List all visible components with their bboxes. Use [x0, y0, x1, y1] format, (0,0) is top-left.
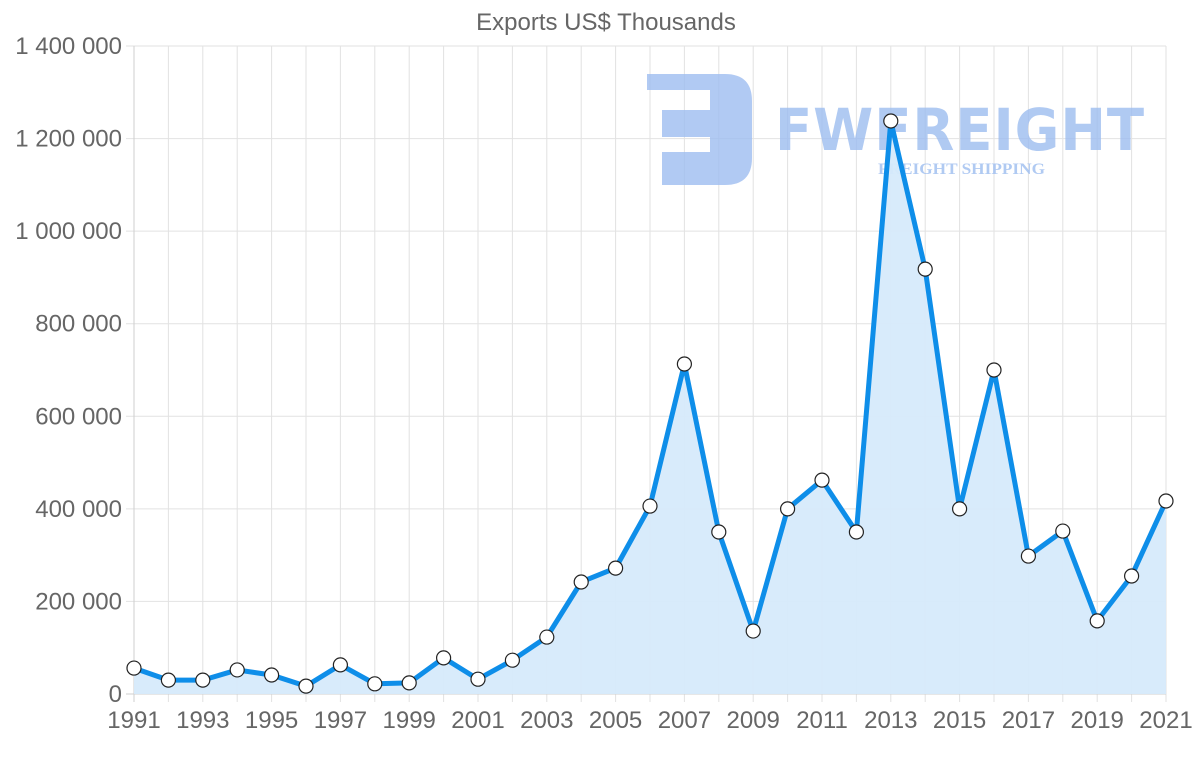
series-area-fill	[134, 120, 1166, 695]
watermark-tagline: FREIGHT SHIPPING	[878, 161, 1046, 178]
y-tick-label: 1 200 000	[15, 126, 122, 153]
data-point-1996[interactable]	[298, 678, 314, 694]
data-point-2009[interactable]	[745, 623, 761, 639]
x-tick-label: 2007	[658, 707, 711, 734]
data-point-2008[interactable]	[711, 524, 727, 540]
y-tick-label: 0	[109, 681, 122, 708]
x-tick-label: 2005	[589, 707, 642, 734]
data-point-1999[interactable]	[401, 675, 417, 691]
data-point-2010[interactable]	[779, 501, 796, 517]
x-tick-label: 2009	[727, 707, 780, 734]
data-point-2012[interactable]	[848, 524, 865, 540]
fwfreight-watermark: FWFREIGHT FREIGHT SHIPPING	[647, 74, 1145, 185]
y-tick-label: 800 000	[35, 311, 122, 338]
data-point-2011[interactable]	[814, 472, 830, 488]
data-point-2013[interactable]	[883, 113, 899, 129]
x-tick-label: 1995	[245, 707, 298, 734]
x-tick-label: 1991	[107, 707, 160, 734]
y-tick-label: 1 400 000	[15, 33, 122, 60]
y-tick-label: 400 000	[35, 496, 122, 523]
data-point-1997[interactable]	[332, 657, 348, 673]
watermark-brand: FWFREIGHT	[775, 96, 1145, 164]
y-axis: 0 200 000 400 000 600 000 800 000 1 000 000 1 …	[15, 33, 122, 708]
data-point-2002[interactable]	[504, 652, 521, 668]
data-point-2005[interactable]	[607, 560, 624, 576]
data-point-1994[interactable]	[229, 662, 245, 678]
x-tick-label: 2011	[796, 707, 848, 734]
x-tick-label: 2019	[1071, 707, 1124, 734]
data-points	[126, 113, 1174, 694]
x-tick-label: 2013	[864, 707, 917, 734]
x-tick-label: 1999	[383, 707, 436, 734]
x-tick-label: 2015	[933, 707, 986, 734]
chart-title: Exports US$ Thousands	[476, 9, 736, 36]
x-tick-label: 1993	[176, 707, 229, 734]
data-point-1992[interactable]	[160, 672, 176, 688]
data-point-2020[interactable]	[1123, 568, 1140, 584]
x-tick-label: 2017	[1002, 707, 1055, 734]
y-tick-label: 1 000 000	[15, 218, 122, 245]
data-point-1998[interactable]	[367, 676, 383, 692]
data-point-2017[interactable]	[1020, 548, 1037, 564]
data-point-2018[interactable]	[1055, 523, 1071, 539]
data-point-2014[interactable]	[917, 261, 933, 277]
x-tick-label: 2001	[451, 707, 504, 734]
data-point-2003[interactable]	[539, 629, 555, 645]
data-point-1995[interactable]	[264, 667, 280, 683]
y-tick-label: 600 000	[35, 403, 122, 430]
fwfreight-logo-icon	[647, 74, 752, 185]
data-point-2016[interactable]	[986, 362, 1002, 378]
data-point-2001[interactable]	[470, 671, 486, 687]
data-point-1993[interactable]	[195, 672, 211, 688]
data-point-2004[interactable]	[573, 574, 589, 590]
data-point-2000[interactable]	[436, 650, 452, 666]
x-tick-label: 1997	[314, 707, 367, 734]
x-tick-label: 2021	[1139, 707, 1192, 734]
x-axis: 1991 1993 1995 1997 1999 2001 2003 2005 2007 2009…	[107, 707, 1192, 734]
y-tick-label: 200 000	[35, 588, 122, 615]
data-point-1991[interactable]	[126, 660, 142, 676]
data-point-2021[interactable]	[1158, 493, 1174, 509]
x-tick-label: 2003	[520, 707, 573, 734]
data-point-2007[interactable]	[676, 356, 693, 372]
data-point-2019[interactable]	[1089, 613, 1105, 629]
data-point-2015[interactable]	[951, 501, 968, 517]
data-point-2006[interactable]	[642, 498, 658, 514]
